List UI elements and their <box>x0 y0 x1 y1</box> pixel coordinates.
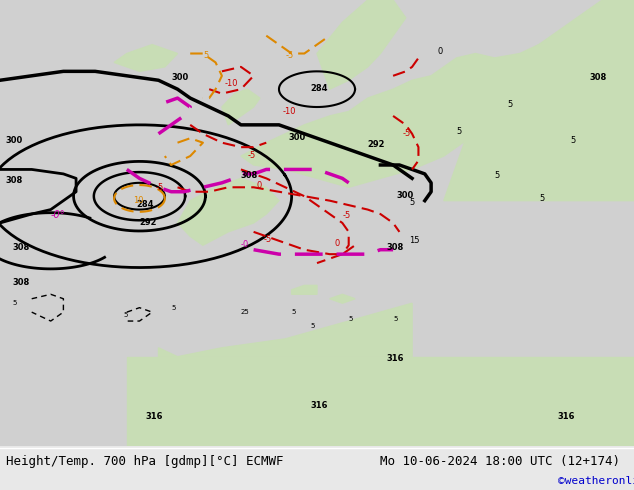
Text: 0: 0 <box>334 239 339 248</box>
Text: 316: 316 <box>387 354 404 363</box>
Text: 284: 284 <box>136 200 154 209</box>
Text: 5: 5 <box>409 198 414 207</box>
Text: Height/Temp. 700 hPa [gdmp][°C] ECMWF: Height/Temp. 700 hPa [gdmp][°C] ECMWF <box>6 455 284 468</box>
Text: 308: 308 <box>5 176 22 185</box>
Polygon shape <box>158 303 412 357</box>
Polygon shape <box>222 89 260 125</box>
Text: 284: 284 <box>311 84 328 94</box>
Text: -0°: -0° <box>51 211 65 220</box>
Text: 300: 300 <box>171 74 188 82</box>
Polygon shape <box>330 294 355 303</box>
Text: -5: -5 <box>247 151 256 160</box>
Text: 5: 5 <box>349 316 353 322</box>
Polygon shape <box>317 0 406 89</box>
Text: 292: 292 <box>368 140 385 149</box>
Text: 308: 308 <box>13 278 30 287</box>
Text: -10: -10 <box>225 78 238 88</box>
Polygon shape <box>127 357 634 446</box>
Text: 300: 300 <box>288 133 306 143</box>
Text: -5: -5 <box>403 129 411 138</box>
Text: -5: -5 <box>263 235 271 244</box>
Text: 5: 5 <box>292 309 296 316</box>
Text: -5: -5 <box>342 211 351 220</box>
Text: 300: 300 <box>396 192 413 200</box>
Text: -0: -0 <box>241 241 249 249</box>
Text: 316: 316 <box>311 401 328 410</box>
Polygon shape <box>178 178 279 245</box>
Text: 316: 316 <box>146 412 164 421</box>
Text: ©weatheronline.co.uk: ©weatheronline.co.uk <box>558 476 634 486</box>
Text: 15: 15 <box>409 236 420 245</box>
Polygon shape <box>114 45 178 72</box>
Text: 316: 316 <box>558 412 576 421</box>
Text: 5: 5 <box>171 305 176 311</box>
Text: 5: 5 <box>571 136 576 145</box>
Text: 5: 5 <box>124 312 128 318</box>
Text: 308: 308 <box>590 74 607 82</box>
Polygon shape <box>292 285 317 294</box>
Text: 5: 5 <box>507 100 512 109</box>
Text: 5: 5 <box>539 194 544 203</box>
Text: 5: 5 <box>203 51 208 60</box>
Text: 292: 292 <box>139 218 157 227</box>
Polygon shape <box>444 0 634 201</box>
Text: 5: 5 <box>495 172 500 180</box>
Text: 0: 0 <box>257 181 262 190</box>
Text: 300: 300 <box>5 136 22 145</box>
Text: 5: 5 <box>393 316 398 322</box>
Text: 0: 0 <box>437 47 443 55</box>
Text: -5: -5 <box>285 51 294 60</box>
Polygon shape <box>241 0 634 187</box>
Text: Mo 10-06-2024 18:00 UTC (12+174): Mo 10-06-2024 18:00 UTC (12+174) <box>380 455 621 468</box>
Text: -10: -10 <box>282 107 295 116</box>
Text: 308: 308 <box>241 172 258 180</box>
Text: 5: 5 <box>311 323 315 329</box>
Text: 5: 5 <box>13 300 17 306</box>
Text: -5: -5 <box>155 182 164 192</box>
Text: 25: 25 <box>241 309 250 316</box>
Text: 308: 308 <box>13 243 30 252</box>
Text: 5: 5 <box>456 127 462 136</box>
Polygon shape <box>0 0 634 446</box>
Text: 308: 308 <box>387 243 404 252</box>
Text: 10: 10 <box>133 196 144 205</box>
